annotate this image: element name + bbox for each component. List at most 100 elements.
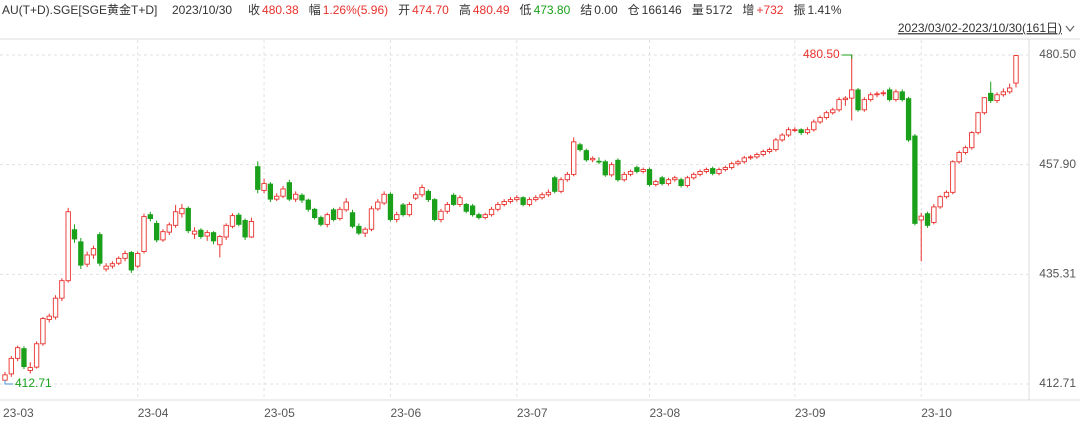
candle-body (552, 177, 558, 192)
candle-body (330, 209, 337, 220)
candle-body (899, 91, 905, 101)
candle-body (735, 161, 741, 165)
candle-body (741, 157, 747, 163)
candle-body (375, 201, 381, 210)
candle-body (444, 204, 450, 212)
candle-body (988, 92, 994, 102)
candle-body (387, 193, 394, 220)
candle-body (747, 156, 754, 159)
candle-body (217, 236, 223, 246)
candle-body (457, 197, 463, 205)
field-label: 结 (580, 3, 592, 17)
candle-body (400, 204, 406, 216)
candle-body (248, 221, 255, 238)
candle-body (994, 94, 1000, 102)
candle-body (495, 204, 501, 210)
x-tick-label: 23-10 (921, 406, 952, 420)
field-label: 幅 (309, 2, 321, 17)
candle-body (368, 208, 375, 230)
candle-body (918, 215, 924, 221)
candle-body (153, 222, 160, 241)
symbol: AU(T+D).SGE[SGE黄金T+D] (2, 2, 157, 17)
candle-body (728, 163, 735, 169)
candle-body (210, 232, 217, 242)
candle-body (627, 171, 634, 175)
candle-body (1000, 91, 1007, 96)
range-dropdown[interactable] (1065, 25, 1075, 32)
candle-body (950, 161, 956, 193)
field-value: 480.38 (262, 3, 299, 17)
date-range[interactable]: 2023/03/02-2023/10/30(161日) (898, 21, 1062, 35)
field-label: 高 (459, 2, 471, 17)
x-tick-label: 23-04 (138, 406, 169, 420)
candle-body (912, 135, 918, 224)
candle-body (78, 241, 84, 266)
x-tick-label: 23-07 (517, 406, 548, 420)
candle-body (406, 204, 413, 216)
candle-body (811, 121, 817, 131)
candle-body (608, 164, 615, 176)
candle-body (849, 89, 855, 99)
field-value: +732 (756, 3, 783, 17)
candle-body (46, 315, 52, 320)
candle-body (261, 183, 267, 191)
candle-body (267, 183, 274, 200)
candle-body (299, 194, 305, 201)
candle-body (931, 206, 937, 223)
candle-body (886, 89, 893, 101)
candle-body (804, 129, 811, 134)
candle-body (343, 201, 349, 211)
field-value: 1.41% (807, 3, 841, 17)
candle-body (14, 347, 21, 359)
x-tick-label: 23-09 (795, 406, 826, 420)
field-value: 5172 (706, 3, 733, 17)
candle-body (166, 224, 172, 233)
candle-body (842, 97, 849, 101)
candle-body (924, 213, 931, 226)
candle-body (223, 224, 229, 238)
field-value: 473.80 (534, 3, 571, 17)
candle-body (8, 357, 14, 375)
field-value: 166146 (642, 3, 682, 17)
candle-body (71, 229, 78, 240)
candle-body (823, 112, 830, 119)
candle-body (710, 168, 716, 174)
candle-body (691, 173, 697, 179)
field-label: 仓 (628, 3, 640, 17)
candle-body (463, 204, 469, 212)
x-tick-label: 23-08 (650, 406, 681, 420)
candle-body (558, 179, 564, 192)
candle-body (507, 199, 514, 203)
candle-body (40, 318, 46, 345)
candle-body (697, 171, 703, 175)
field-value: 480.49 (473, 3, 510, 17)
candle-body (526, 199, 533, 205)
candle-body (545, 191, 552, 196)
candle-body (476, 214, 482, 219)
candle-body (469, 205, 476, 216)
candle-body (589, 157, 596, 161)
candle-body (798, 129, 804, 134)
candle-body (861, 99, 868, 111)
candle-body (634, 167, 640, 172)
candle-body (280, 188, 286, 197)
candle-body (577, 144, 583, 151)
field-label: 收 (248, 3, 260, 17)
candle-body (722, 167, 728, 170)
candle-body (33, 343, 40, 368)
candle-body (830, 109, 836, 114)
candle-body (419, 187, 425, 196)
candle-body (305, 199, 311, 210)
candle-body (956, 152, 962, 163)
candle-body (242, 220, 248, 238)
candle-body (381, 193, 387, 204)
candle-body (135, 253, 141, 267)
candle-body (754, 154, 760, 158)
candle-body (311, 208, 318, 219)
candle-body (362, 228, 368, 234)
candle-body (1007, 87, 1013, 93)
field-value: 1.26%(5.96) (323, 3, 388, 17)
candle-body (324, 214, 330, 225)
candle-body (122, 253, 128, 259)
